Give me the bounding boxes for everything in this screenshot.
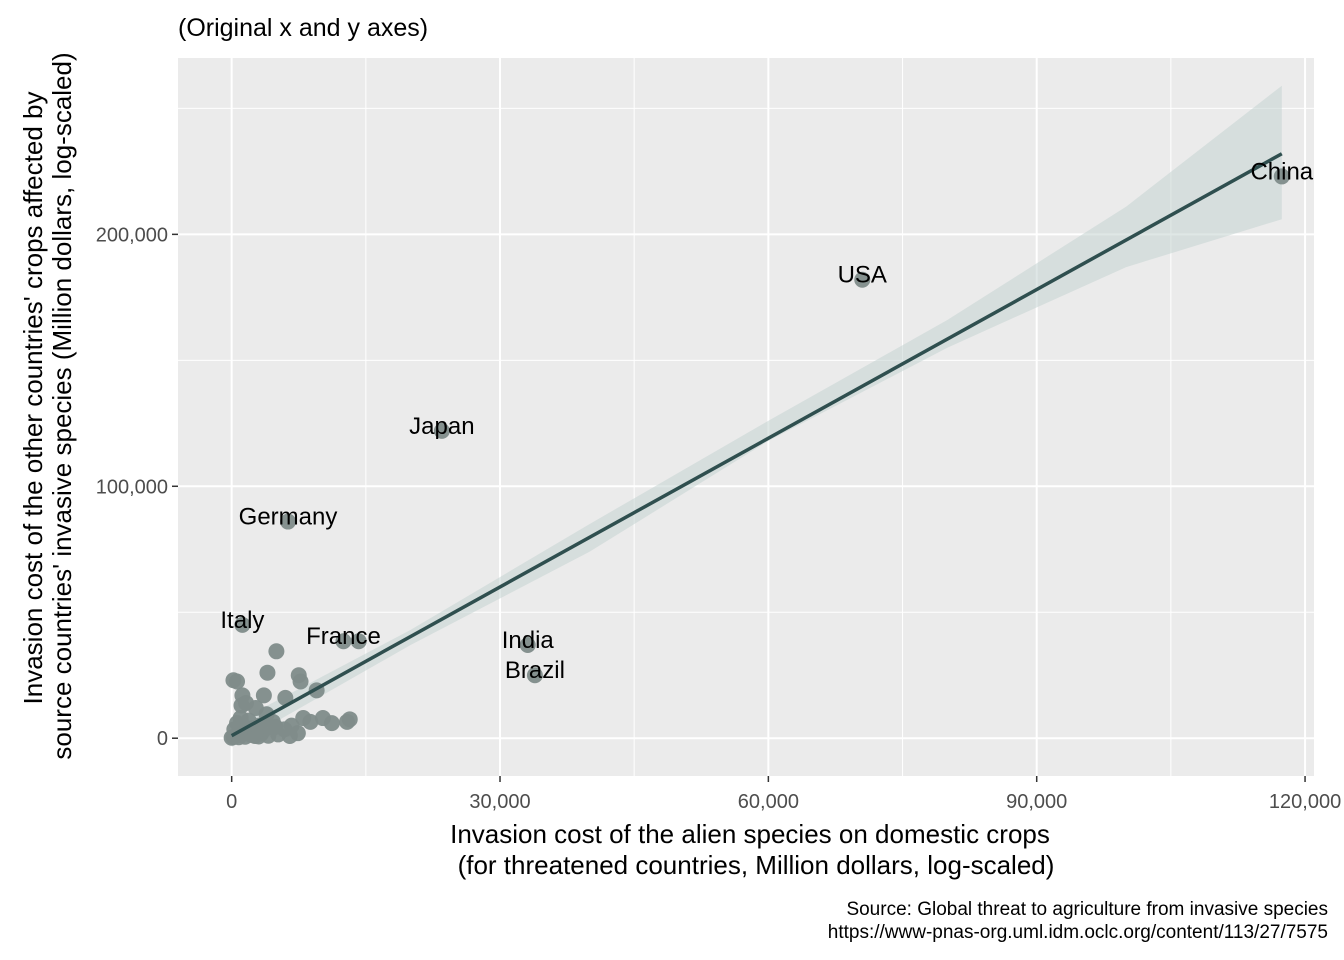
data-point-france xyxy=(335,633,352,650)
data-point xyxy=(350,633,367,650)
regression-line xyxy=(230,152,1283,738)
point-label-japan: Japan xyxy=(409,413,474,440)
data-point xyxy=(323,715,340,732)
data-point-japan xyxy=(433,422,450,439)
data-point xyxy=(292,673,309,690)
point-label-france: France xyxy=(306,623,381,650)
x-axis-title-line-1: Invasion cost of the alien species on do… xyxy=(450,819,1050,849)
data-point-germany xyxy=(280,513,297,530)
data-point xyxy=(341,711,358,728)
point-label-india: India xyxy=(502,627,555,654)
x-axis-ticks: 0 30,000 60,000 90,000 120,000 xyxy=(226,776,1341,813)
y-axis-title-line-2: source countries' invasive species (Mill… xyxy=(47,52,77,759)
point-label-china: China xyxy=(1250,158,1313,185)
data-point xyxy=(233,697,250,714)
chart-title: (Original x and y axes) xyxy=(178,14,428,42)
point-labels: China USA Japan Germany Italy France India Braz… xyxy=(220,158,1313,684)
x-tick-label: 0 xyxy=(226,791,237,813)
x-tick-label: 60,000 xyxy=(738,791,799,813)
data-point-india xyxy=(519,636,536,653)
x-tick-label: 90,000 xyxy=(1006,791,1067,813)
y-tick-label: 0 xyxy=(157,728,168,750)
data-points xyxy=(223,168,1290,746)
data-point-china xyxy=(1273,168,1290,185)
x-tick-label: 30,000 xyxy=(469,791,530,813)
data-point-italy xyxy=(234,616,251,633)
x-axis-title-line-2: (for threatened countries, Million dolla… xyxy=(458,850,1055,880)
data-point xyxy=(268,643,285,660)
y-tick-label: 100,000 xyxy=(96,476,168,498)
confidence-band xyxy=(231,85,1282,747)
data-point-brazil xyxy=(526,667,543,684)
data-point xyxy=(281,727,298,744)
point-label-germany: Germany xyxy=(239,504,338,531)
data-point xyxy=(302,713,319,730)
source-caption-line-1: Source: Global threat to agriculture fro… xyxy=(846,899,1328,920)
data-point xyxy=(255,687,272,704)
point-label-italy: Italy xyxy=(220,607,264,634)
data-point xyxy=(250,728,267,745)
point-label-brazil: Brazil xyxy=(505,657,565,684)
data-point-usa xyxy=(854,271,871,288)
y-axis-ticks: 0 100,000 200,000 xyxy=(96,224,178,750)
source-caption-line-2: https://www-pnas-org.uml.idm.oclc.org/co… xyxy=(828,922,1328,943)
y-tick-label: 200,000 xyxy=(96,224,168,246)
point-label-usa: USA xyxy=(838,262,887,289)
y-axis-title-line-1: Invasion cost of the other countries' cr… xyxy=(18,92,48,705)
major-gridlines xyxy=(178,58,1314,776)
x-tick-label: 120,000 xyxy=(1269,791,1341,813)
data-point xyxy=(229,673,246,690)
data-point xyxy=(259,664,276,681)
